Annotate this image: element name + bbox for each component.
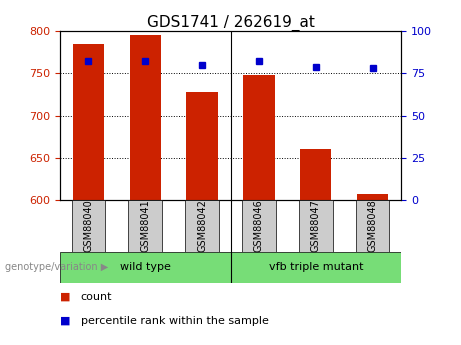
Bar: [242, 200, 276, 252]
Text: genotype/variation ▶: genotype/variation ▶: [5, 263, 108, 272]
Text: GSM88046: GSM88046: [254, 200, 264, 252]
Text: ■: ■: [60, 316, 71, 326]
Text: percentile rank within the sample: percentile rank within the sample: [81, 316, 269, 326]
Bar: [71, 200, 105, 252]
Bar: [60, 252, 230, 283]
Text: GSM88040: GSM88040: [83, 200, 94, 252]
Text: count: count: [81, 292, 112, 302]
Text: GSM88042: GSM88042: [197, 199, 207, 253]
Bar: [73, 44, 104, 200]
Bar: [186, 92, 218, 200]
Bar: [299, 200, 332, 252]
Title: GDS1741 / 262619_at: GDS1741 / 262619_at: [147, 15, 314, 31]
Bar: [129, 200, 162, 252]
Bar: [243, 75, 275, 200]
Bar: [230, 252, 401, 283]
Bar: [357, 194, 388, 200]
Text: GSM88048: GSM88048: [367, 200, 378, 252]
Text: wild type: wild type: [120, 263, 171, 272]
Bar: [185, 200, 219, 252]
Bar: [356, 200, 390, 252]
Bar: [130, 35, 161, 200]
Text: vfb triple mutant: vfb triple mutant: [269, 263, 363, 272]
Text: GSM88041: GSM88041: [140, 200, 150, 252]
Text: GSM88047: GSM88047: [311, 199, 321, 253]
Text: ■: ■: [60, 292, 71, 302]
Bar: [300, 149, 331, 200]
